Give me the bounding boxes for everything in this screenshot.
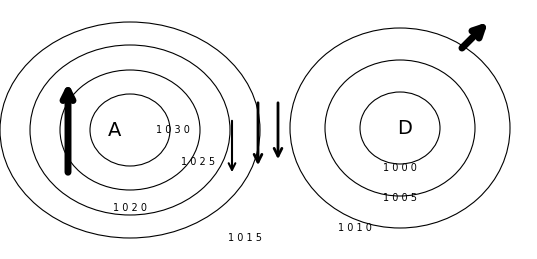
- Text: D: D: [397, 119, 412, 138]
- Text: 1 0 0 0: 1 0 0 0: [383, 163, 417, 173]
- Text: 1 0 0 5: 1 0 0 5: [383, 193, 417, 203]
- Text: 1 0 1 5: 1 0 1 5: [228, 233, 262, 243]
- Text: 1 0 3 0: 1 0 3 0: [156, 125, 190, 135]
- Text: 1 0 2 5: 1 0 2 5: [181, 157, 215, 167]
- Text: 1 0 2 0: 1 0 2 0: [113, 203, 147, 213]
- Text: A: A: [108, 120, 122, 140]
- Text: 1 0 1 0: 1 0 1 0: [338, 223, 372, 233]
